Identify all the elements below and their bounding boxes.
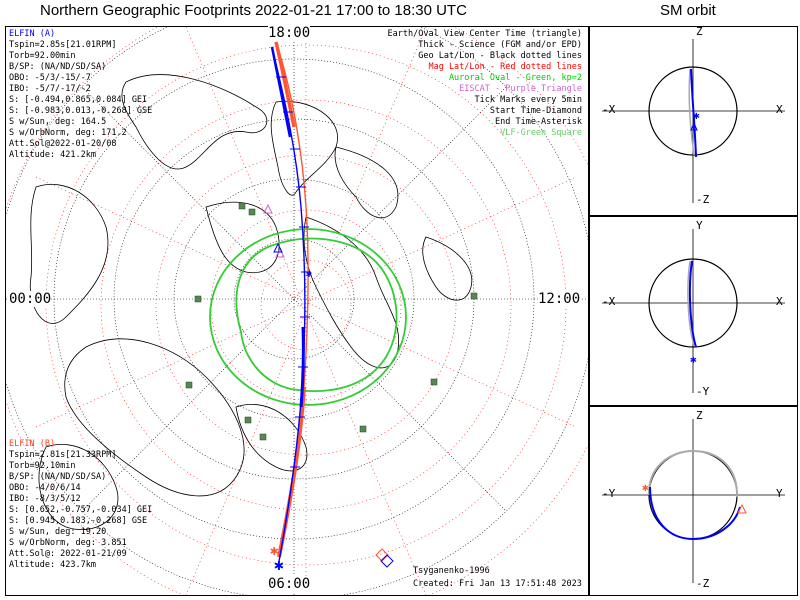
axis-left: -X [602,103,616,116]
info-line: B/SP: (NA/ND/SD/SA) [9,472,107,482]
info-line: Torb=92.00min [9,51,76,61]
info-line: IBO: -8/3/5/12 [9,494,81,504]
info-line: Tspin=2.85s[21.01RPM] [9,40,117,50]
orbit-panel-xz: ✱ Z -Z -X X [589,25,798,216]
legend-item: Auroral Oval - Green, kp=2 [448,73,582,83]
legend-item: End Time-Asterisk [495,117,582,127]
info-line: S w/Sun, deg: 19.20 [9,527,107,537]
eiscat-markers [263,203,285,258]
info-line: S w/OrbNorm, deg: 3.851 [9,538,127,548]
info-line: Att.Sol@: 2022-01-21/09 [9,549,127,559]
orbit-plot-yz: ✱ [602,419,785,583]
info-line: IBO: -5/7/-17/-2 [9,84,91,94]
info-line: S: [-0.494,0.865,0.084] GEI [9,95,148,105]
axis-right: Y [776,487,783,500]
axis-bottom: -Z [696,193,710,206]
axis-bottom: -Y [696,385,710,398]
legend-item: Mag Lat/Lon - Red dotted lines [428,62,582,72]
hour-label-right: 12:00 [538,291,581,307]
model-credit: Tsyganenko-1996 [413,566,490,576]
info-line: Att.Sol@2022-01-20/08 [9,139,117,149]
auroral-oval [209,228,407,406]
info-line: Torb=92.10min [9,461,76,471]
svg-text:✱: ✱ [693,109,700,122]
legend-item: Thick - Science (FGM and/or EPD) [418,40,582,50]
axis-right: X [776,103,783,116]
axis-bottom: -Z [696,577,710,590]
orbit-title: SM orbit [660,2,716,19]
info-line: Tspin=2.81s[21.33RPM] [9,450,117,460]
legend-item: VLF-Green Square [500,128,582,138]
elfin-b-name: ELFIN (B) [9,439,56,449]
footprint-map: ✱ ✱ ✱ [6,27,588,595]
elfin-a-name: ELFIN (A) [9,29,56,39]
legend-item: Geo Lat/Lon - Black dotted lines [418,51,582,61]
info-line: Altitude: 423.7km [9,560,96,570]
info-line: Altitude: 421.2km [9,150,96,160]
axis-top: Z [696,25,703,38]
legend-item: Tick Marks every 5min [474,95,582,105]
svg-text:✱: ✱ [270,543,279,559]
orbit-panel-yz: ✱ Z -Z -Y Y [589,406,798,596]
info-line: S: [0.652,-0.757,-0.034] GEI [9,505,153,515]
orbit-panel-xy: ✱ Y -Y -X X [589,216,798,406]
info-line: S: [0.945,0.183,-0.268] GSE [9,516,148,526]
legend-item: Start Time-Diamond [489,106,582,116]
elfin-a-info: ELFIN (A) Tspin=2.85s[21.01RPM] Torb=92.… [9,29,152,161]
axis-top: Z [696,409,703,422]
svg-text:✱: ✱ [306,269,312,280]
info-line: S w/Sun, deg: 164.5 [9,117,107,127]
svg-text:✱: ✱ [690,353,697,366]
orbit-plot-xy: ✱ [602,229,785,393]
axis-left: -X [602,295,616,308]
info-line: OBO: -5/3/-15/-7 [9,73,91,83]
coastlines [29,74,473,530]
start-end-markers: ✱ ✱ ✱ [270,242,394,574]
footprint-map-panel: ✱ ✱ ✱ 18:00 00:00 12:00 06:00 Earth/Oval… [5,25,589,596]
legend-item: Earth/Oval View Center Time (triangle) [387,29,582,39]
svg-text:✱: ✱ [274,555,284,574]
info-line: B/SP: (NA/ND/SD/SA) [9,62,107,72]
hour-label-bottom: 06:00 [268,576,311,592]
info-line: S: [-0.983,0.013,-0.268] GSE [9,106,153,116]
info-line: OBO: -4/0/6/14 [9,483,81,493]
vlf-stations [185,202,478,441]
info-line: S w/OrbNorm, deg: 171.2 [9,128,127,138]
hour-label-left: 00:00 [9,291,52,307]
svg-text:✱: ✱ [642,481,649,494]
created-timestamp: Created: Fri Jan 13 17:51:48 2023 [413,579,582,589]
hour-label-top: 18:00 [268,25,311,41]
track-ticks [276,76,311,468]
axis-right: X [776,295,783,308]
elfin-a-track [270,46,306,568]
axis-left: -Y [602,487,616,500]
legend-item: EISCAT - Purple Triangle [459,84,582,94]
legend: Earth/Oval View Center Time (triangle) T… [388,29,582,139]
orbit-plot-xz: ✱ [602,39,785,203]
map-title: Northern Geographic Footprints 2022-01-2… [40,2,467,19]
elfin-b-info: ELFIN (B) Tspin=2.81s[21.33RPM] Torb=92.… [9,439,152,571]
axis-top: Y [696,219,703,232]
